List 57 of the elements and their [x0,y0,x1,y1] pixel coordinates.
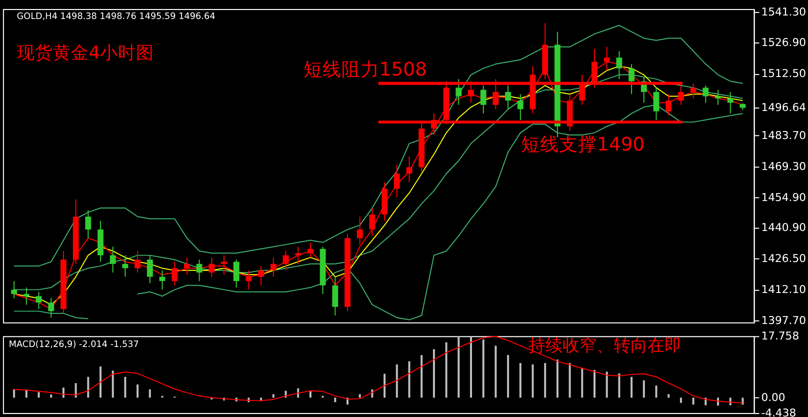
candlestick [233,259,240,288]
candlestick [332,276,338,316]
chart-title: MACD(12,26,9) -2.014 -1.537 [8,340,139,350]
y-tick-label: -4.438 [761,406,796,417]
y-tick-label: 0.00 [761,391,786,404]
candlestick [702,85,709,104]
candlestick [23,287,30,306]
ref-line-label: 短线支撑1490 [521,134,645,156]
y-tick-label: 1397.70 [761,314,806,327]
y-tick-label: 1469.30 [761,160,806,173]
y-tick-label: 1454.90 [761,190,806,204]
candlestick [295,246,302,264]
candlestick [406,156,412,183]
candlestick [196,259,202,282]
candlestick [184,256,190,276]
y-tick-label: 1412.10 [761,282,806,296]
y-tick-label: 1541.30 [761,5,806,18]
candlestick [356,216,363,246]
candlestick [308,242,314,258]
candlestick [369,208,376,236]
candlestick [517,94,524,120]
candlestick [653,87,660,120]
annotation: 持续收窄、转向在即 [528,334,682,355]
y-tick-label: 1440.90 [761,221,806,234]
candlestick [134,250,141,273]
candlestick [628,64,635,95]
candlestick [146,254,153,284]
candlestick [11,280,18,299]
candlestick [36,291,42,310]
y-tick-label: 17.758 [761,330,800,343]
candlestick [690,82,696,99]
chart-subtitle: GOLD,H4 1498.38 1498.76 1495.59 1496.64 [16,12,216,22]
candlestick [258,266,264,286]
candlestick [172,261,178,286]
candlestick [221,254,227,276]
y-tick-label: 1526.90 [761,36,806,50]
candlestick [727,91,734,114]
candlestick [394,164,400,198]
candlestick [48,298,54,318]
y-tick-label: 1426.50 [761,252,806,265]
y-tick-label: 1496.64 [761,101,806,114]
candlestick [480,85,486,114]
candlestick [616,50,622,80]
ref-line-label: 短线阻力1508 [303,59,427,80]
y-tick-label: 1483.70 [761,129,806,142]
candlestick [85,210,92,239]
candlestick [208,256,215,278]
candlestick [505,85,512,110]
candlestick [666,94,672,116]
y-tick-label: 1512.50 [761,67,806,80]
text: 现货黄金4小时图 [16,43,154,64]
candlestick [110,246,116,273]
candlestick [282,250,289,271]
candlestick [270,256,276,278]
line-series [14,24,744,267]
candlestick [715,89,721,106]
candlestick [456,78,462,106]
